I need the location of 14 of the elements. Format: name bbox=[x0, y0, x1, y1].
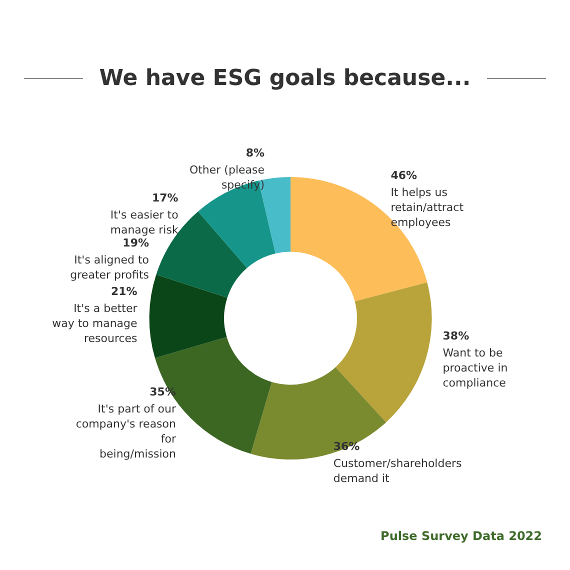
data-label: 8% bbox=[246, 146, 265, 160]
text: Pulse Survey Data 2022 bbox=[380, 529, 542, 543]
slice-label: It's easier to manage risk bbox=[110, 208, 179, 236]
slice-label: Want to be proactive in compliance bbox=[442, 346, 508, 390]
slice-label: It's a better way to manage resources bbox=[52, 302, 138, 346]
chart-title: We have ESG goals because... bbox=[99, 66, 471, 91]
slice-label: Customer/shareholders demand it bbox=[333, 457, 462, 486]
data-label: 19% bbox=[122, 236, 150, 250]
slice-label: It's part of our company's reason for being/mission bbox=[76, 402, 176, 460]
slice-label: It's aligned to greater profits bbox=[70, 253, 150, 282]
data-label: 17% bbox=[152, 191, 178, 204]
data-label: 21% bbox=[110, 285, 138, 298]
data-label: 38% bbox=[442, 329, 470, 342]
data-label: 46% bbox=[390, 169, 418, 182]
